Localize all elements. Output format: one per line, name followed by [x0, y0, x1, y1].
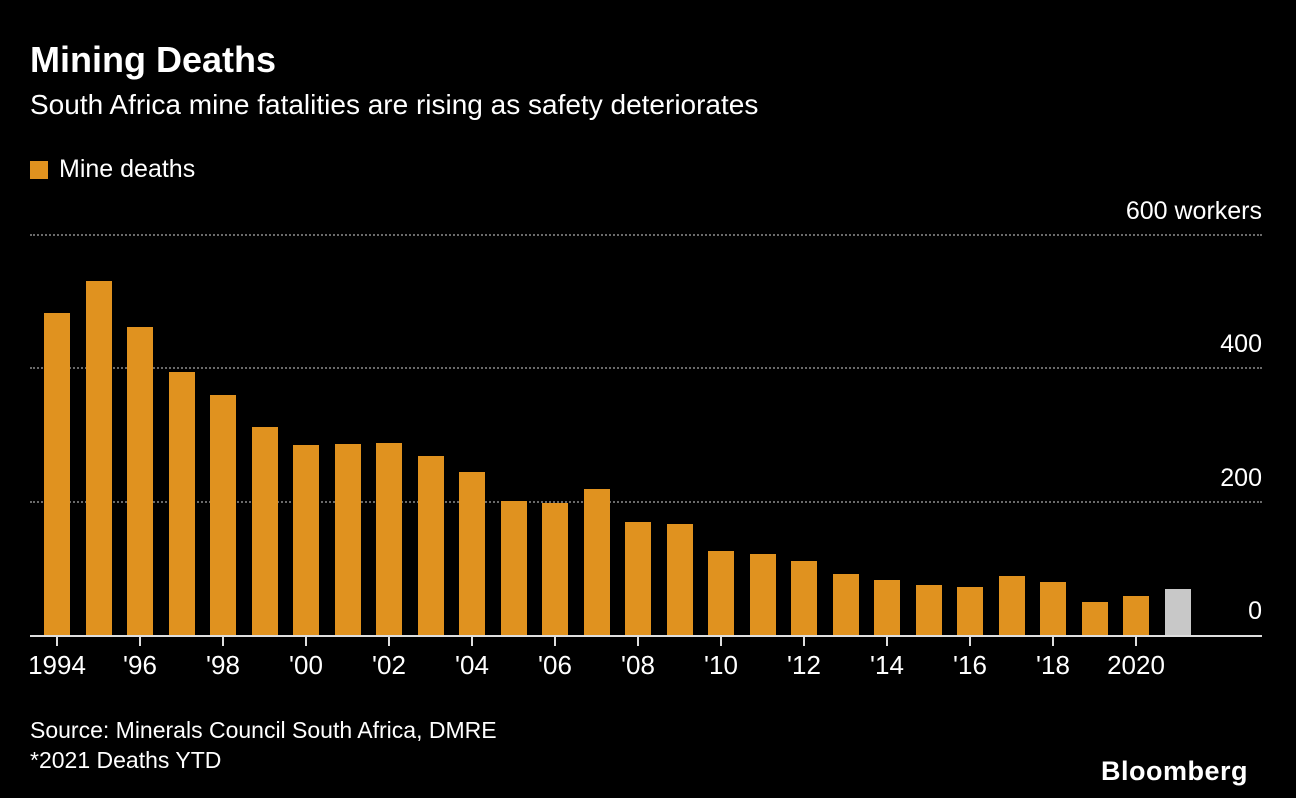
chart-title: Mining Deaths: [30, 39, 277, 80]
gridline-400: [30, 367, 1262, 370]
y-axis-label-600: 600 workers: [1125, 197, 1262, 225]
bar-2003: [417, 456, 444, 636]
x-axis-label-2010: '10: [704, 650, 738, 680]
x-axis-label-2020: 2020: [1107, 650, 1165, 680]
x-tick-2012: [803, 637, 805, 646]
bar-1994: [44, 313, 70, 636]
x-tick-2020: [1135, 637, 1137, 646]
bar-2020: [1123, 596, 1149, 636]
bar-2007: [583, 488, 610, 636]
bar-2017: [998, 576, 1025, 636]
bar-2021: [1164, 589, 1191, 636]
x-tick-2002: [388, 637, 390, 646]
x-tick-2000: [305, 637, 307, 646]
bar-2019: [1081, 602, 1108, 636]
bar-1996: [127, 327, 153, 636]
gridline-200: [30, 500, 1262, 503]
x-axis-label-1996: '96: [123, 650, 157, 680]
x-axis-line: [30, 635, 1262, 637]
bar-1995: [85, 280, 112, 636]
x-tick-2006: [554, 637, 556, 646]
x-tick-2016: [969, 637, 971, 646]
gridline-600: [30, 234, 1262, 236]
y-axis-label-200: 200: [1220, 463, 1262, 492]
x-tick-2004: [471, 637, 473, 646]
x-axis-label-2008: '08: [621, 650, 655, 680]
legend-label: Mine deaths: [59, 155, 196, 183]
bar-2014: [874, 580, 900, 636]
bar-2001: [334, 444, 361, 636]
source-note: Source: Minerals Council South Africa, D…: [30, 717, 497, 743]
x-axis-label-2012: '12: [787, 650, 821, 680]
bar-1997: [168, 372, 195, 636]
legend: Mine deaths: [30, 155, 195, 184]
x-tick-1996: [139, 637, 141, 646]
bar-2006: [542, 502, 568, 636]
bar-2013: [832, 574, 859, 636]
bar-2012: [791, 561, 817, 636]
bar-2015: [915, 584, 942, 636]
chart-subtitle: South Africa mine fatalities are rising …: [30, 89, 759, 120]
bar-2004: [459, 472, 485, 636]
x-tick-2018: [1052, 637, 1054, 646]
plot-area: 0 200 400 600 workers 1994 '96 '98 '00 '02 '04 '06…: [28, 197, 1262, 680]
bar-1999: [251, 427, 278, 636]
bar-2010: [708, 551, 734, 636]
x-tick-1998: [222, 637, 224, 646]
y-axis-label-400: 400: [1220, 330, 1262, 359]
bar-2016: [957, 587, 983, 636]
x-axis-label-2018: '18: [1036, 650, 1070, 680]
x-axis-label-2014: '14: [870, 650, 904, 680]
bar-2018: [1040, 582, 1066, 636]
bloomberg-logo: Bloomberg: [1100, 756, 1248, 786]
x-tick-2014: [886, 637, 888, 646]
bar-2002: [376, 442, 402, 636]
x-tick-2010: [720, 637, 722, 646]
bar-2008: [625, 522, 651, 636]
bar-2005: [500, 501, 527, 636]
ytd-note: *2021 Deaths YTD: [30, 747, 222, 773]
x-axis-label-2004: '04: [455, 650, 489, 680]
x-axis-label-2002: '02: [372, 650, 406, 680]
y-axis-label-0: 0: [1248, 597, 1262, 625]
bar-2011: [749, 554, 776, 636]
x-tick-2008: [637, 637, 639, 646]
x-axis-label-1994: 1994: [28, 650, 86, 680]
x-axis-label-1998: '98: [206, 650, 240, 680]
bar-1998: [210, 395, 236, 636]
x-axis-label-2016: '16: [953, 650, 987, 680]
x-axis-label-2006: '06: [538, 650, 572, 680]
x-tick-1994: [56, 637, 58, 646]
bar-2000: [293, 444, 319, 636]
legend-swatch-icon: [30, 160, 48, 179]
x-axis-label-2000: '00: [289, 650, 323, 680]
bar-2009: [666, 524, 693, 636]
